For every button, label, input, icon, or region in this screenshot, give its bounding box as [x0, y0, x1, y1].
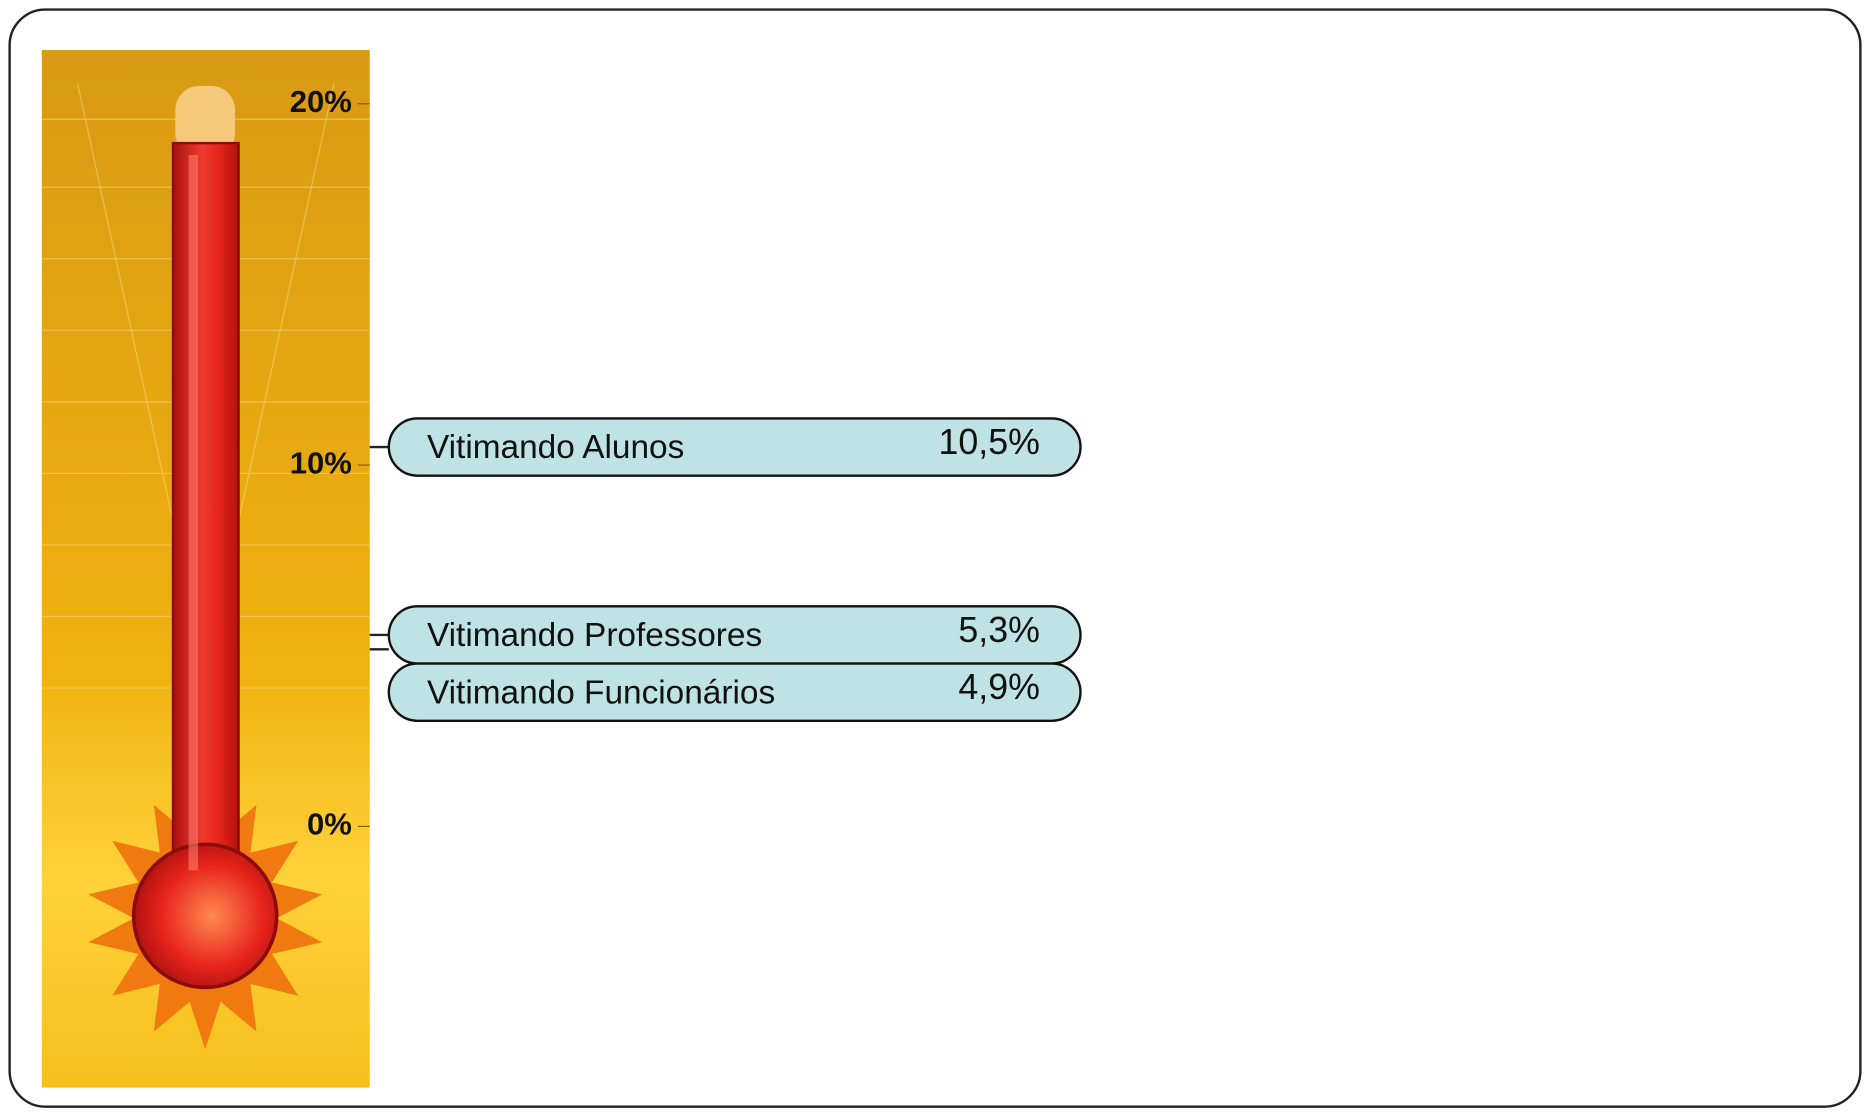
value-label: 10,5% — [939, 422, 1040, 462]
value-label: 4,9% — [958, 667, 1040, 707]
category-label: Vitimando Professores — [427, 617, 762, 654]
page: {"chart_data": {"type": "thermometer", "… — [0, 0, 1870, 1115]
y-tick-label: 10% — [290, 445, 352, 480]
y-tick-label: 20% — [290, 84, 352, 119]
mercury — [173, 143, 239, 882]
chart: 0% 10% 20% Vitimando Alunos 10,5% Vitimando P… — [0, 0, 1870, 1115]
y-tick-label: 0% — [307, 807, 352, 842]
category-label: Vitimando Funcionários — [427, 674, 775, 711]
value-label: 5,3% — [958, 610, 1040, 650]
tube-shine — [188, 155, 198, 871]
category-label: Vitimando Alunos — [427, 429, 684, 466]
bulb — [134, 844, 277, 987]
